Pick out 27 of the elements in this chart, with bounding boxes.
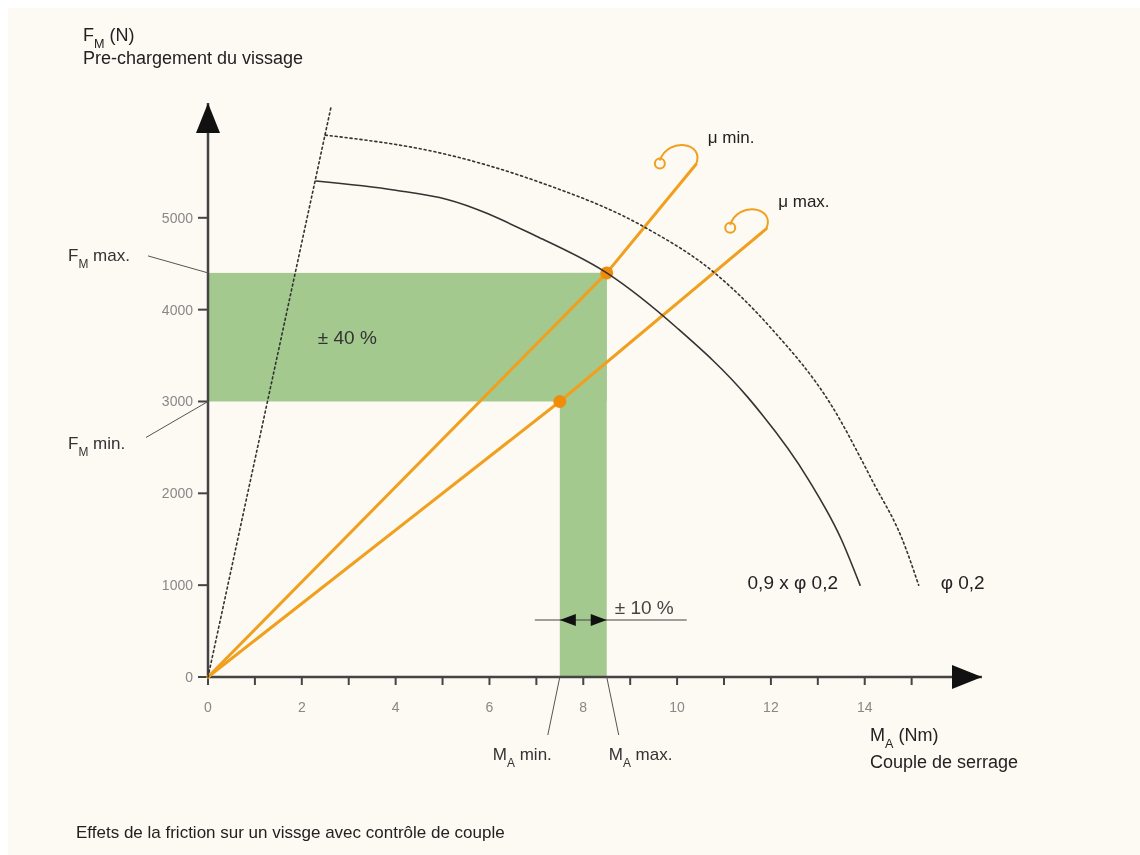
x-tick-label: 12 (763, 699, 779, 715)
band-label: ± 10 % (614, 597, 674, 618)
y-tick-label: 5000 (161, 209, 194, 226)
annotation: F$_{M}$ max. (68, 245, 130, 271)
y-tick-label: 2000 (161, 485, 194, 502)
x-tick-label: 10 (669, 699, 686, 715)
x-axis-title: M$_{A}$ (Nm) Couple de serrage (870, 725, 1019, 772)
x-tick-label: 8 (579, 699, 588, 715)
y-tick-label: 0 (185, 669, 194, 685)
y-tick-label: 1000 (161, 577, 194, 594)
x-tick-label: 2 (297, 699, 306, 715)
series-label: μ max. (778, 191, 830, 211)
annotation: M$_{A}$ max. (608, 745, 673, 770)
text: Effets de la friction sur un vissge avec contrôle de couple (76, 823, 505, 842)
annotation: F$_{M}$ min. (68, 434, 126, 460)
series-label: μ min. (707, 127, 755, 147)
series-label: φ 0,2 (940, 572, 985, 594)
y-tick-label: 3000 (161, 393, 194, 410)
x-tick-label: 14 (856, 699, 873, 715)
x-tick-label: 6 (485, 699, 494, 715)
x-tick-label: 4 (391, 699, 400, 715)
x-tick-label: 0 (204, 699, 213, 715)
series-label: 0,9 x φ 0,2 (747, 572, 839, 594)
y-tick-label: 4000 (161, 301, 194, 318)
band-label: ± 40 % (317, 327, 377, 349)
annotation: M$_{A}$ min. (492, 745, 552, 770)
y-axis-title: F$_{M}$ (N) Pre-chargement du vissage (83, 25, 304, 68)
